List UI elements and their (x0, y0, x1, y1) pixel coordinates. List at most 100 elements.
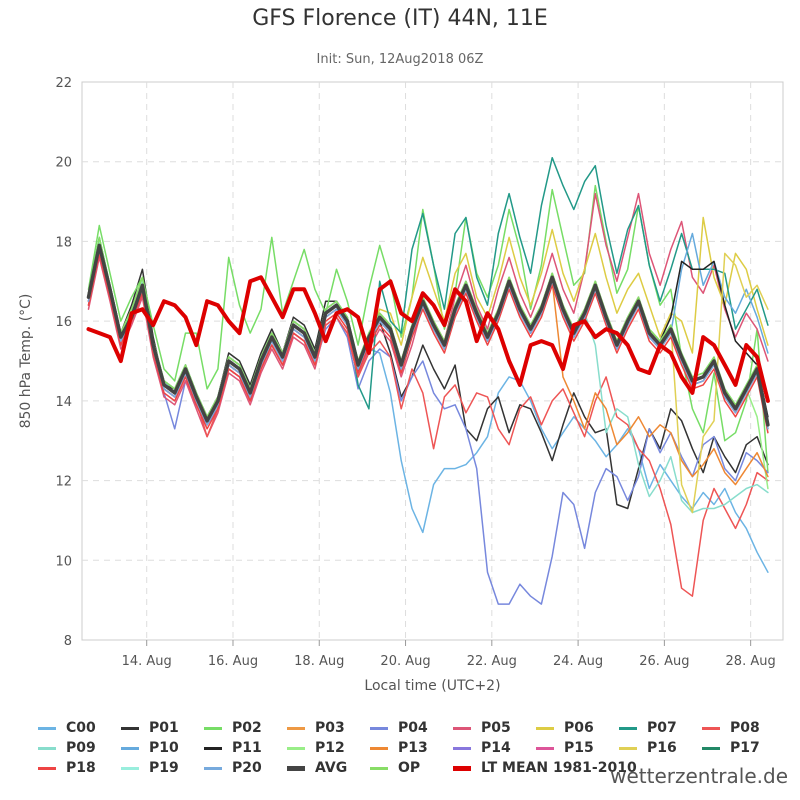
legend-swatch (204, 766, 222, 770)
legend-swatch (121, 766, 139, 770)
legend-item[interactable]: P03 (287, 718, 370, 738)
legend-label: AVG (315, 760, 348, 776)
x-tick-label: 28. Aug (726, 654, 776, 669)
legend-item[interactable]: P02 (204, 718, 287, 738)
legend-swatch (536, 726, 554, 730)
x-tick-label: 14. Aug (122, 654, 172, 669)
y-tick-label: 8 (64, 634, 72, 649)
legend-swatch (38, 746, 56, 750)
legend-label: P03 (315, 720, 345, 736)
credit-text: wetterzentrale.de (610, 764, 788, 788)
legend-label: P19 (149, 760, 179, 776)
legend-item[interactable]: P16 (619, 738, 702, 758)
legend-item[interactable]: P12 (287, 738, 370, 758)
legend-item[interactable]: P08 (702, 718, 785, 738)
legend-item[interactable]: P09 (38, 738, 121, 758)
legend-swatch (702, 726, 720, 730)
legend-item[interactable]: P13 (370, 738, 453, 758)
legend-swatch (121, 746, 139, 750)
legend-label: OP (398, 760, 421, 776)
legend-label: P18 (66, 760, 96, 776)
x-axis-label: Local time (UTC+2) (364, 678, 500, 694)
legend-label: P15 (564, 740, 594, 756)
legend-swatch (287, 765, 305, 771)
chart-subtitle: Init: Sun, 12Aug2018 06Z (316, 52, 484, 67)
legend-label: P02 (232, 720, 262, 736)
legend-row: P18 P19 P20 AVG OP LT MEAN 1981-2010 (38, 758, 798, 778)
legend-label: P01 (149, 720, 179, 736)
legend-item[interactable]: LT MEAN 1981-2010 (453, 758, 637, 778)
legend-swatch (370, 726, 388, 730)
chart-title: GFS Florence (IT) 44N, 11E (252, 6, 548, 31)
legend-label: P08 (730, 720, 760, 736)
plot-frame (81, 81, 784, 641)
legend-item[interactable]: P10 (121, 738, 204, 758)
y-tick-label: 14 (55, 395, 72, 410)
y-tick-label: 22 (55, 76, 72, 91)
legend-swatch (370, 766, 388, 770)
legend-row: P09 P10 P11 P12 P13 P14 P15 P16 P17 (38, 738, 798, 758)
legend-item[interactable]: P06 (536, 718, 619, 738)
legend: C00 P01 P02 P03 P04 P05 P06 P07 P08 P09 P10 P11 P12 P… (38, 718, 798, 778)
legend-swatch (453, 726, 471, 730)
legend-item[interactable]: P05 (453, 718, 536, 738)
series-line-lt-mean (86, 275, 770, 403)
series-line-p04 (87, 252, 769, 605)
legend-item[interactable]: P04 (370, 718, 453, 738)
legend-label: P14 (481, 740, 511, 756)
legend-label: P11 (232, 740, 262, 756)
x-tick-label: 20. Aug (380, 654, 430, 669)
legend-swatch (204, 726, 222, 730)
legend-label: P06 (564, 720, 594, 736)
legend-label: P16 (647, 740, 677, 756)
legend-swatch (287, 726, 305, 730)
legend-swatch (453, 765, 471, 771)
series-line-p08 (87, 252, 769, 597)
legend-label: P07 (647, 720, 677, 736)
legend-label: P10 (149, 740, 179, 756)
legend-swatch (536, 746, 554, 750)
legend-swatch (204, 746, 222, 750)
x-tick-label: 24. Aug (553, 654, 603, 669)
legend-label: C00 (66, 720, 96, 736)
legend-row: C00 P01 P02 P03 P04 P05 P06 P07 P08 (38, 718, 798, 738)
legend-item[interactable]: P18 (38, 758, 121, 778)
legend-swatch (702, 746, 720, 750)
legend-label: P13 (398, 740, 428, 756)
legend-item[interactable]: OP (370, 758, 453, 778)
legend-item[interactable]: P11 (204, 738, 287, 758)
legend-swatch (619, 746, 637, 750)
y-tick-label: 18 (55, 235, 72, 250)
legend-swatch (121, 726, 139, 730)
y-tick-label: 10 (55, 554, 72, 569)
legend-label: LT MEAN 1981-2010 (481, 760, 637, 776)
legend-swatch (370, 746, 388, 750)
legend-swatch (453, 746, 471, 750)
legend-item[interactable]: P19 (121, 758, 204, 778)
x-tick-label: 18. Aug (294, 654, 344, 669)
series-line-avg (86, 243, 770, 427)
legend-label: P09 (66, 740, 96, 756)
legend-item[interactable]: AVG (287, 758, 370, 778)
legend-swatch (619, 726, 637, 730)
y-tick-label: 12 (55, 475, 72, 490)
legend-swatch (38, 726, 56, 730)
legend-label: P20 (232, 760, 262, 776)
legend-swatch (38, 766, 56, 770)
legend-item[interactable]: P14 (453, 738, 536, 758)
legend-label: P04 (398, 720, 428, 736)
legend-item[interactable]: C00 (38, 718, 121, 738)
series-line-p18 (87, 252, 769, 434)
y-axis-label: 850 hPa Temp. (°C) (18, 294, 34, 429)
legend-item[interactable]: P17 (702, 738, 785, 758)
legend-label: P17 (730, 740, 760, 756)
legend-item[interactable]: P07 (619, 718, 702, 738)
x-tick-label: 26. Aug (639, 654, 689, 669)
legend-item[interactable]: P01 (121, 718, 204, 738)
legend-item[interactable]: P15 (536, 738, 619, 758)
legend-item[interactable]: P20 (204, 758, 287, 778)
x-tick-label: 22. Aug (467, 654, 517, 669)
legend-swatch (287, 746, 305, 750)
legend-label: P05 (481, 720, 511, 736)
